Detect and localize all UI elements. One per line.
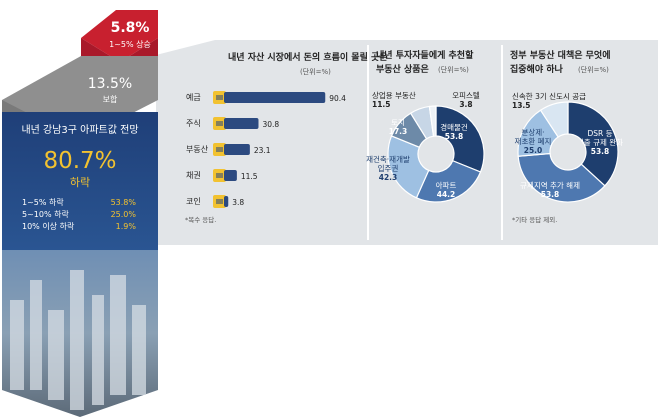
pie-slice-label: 규제지역 추가 해제 xyxy=(520,180,580,190)
breakdown-value: 53.8% xyxy=(111,198,137,207)
pie-value-label: 13.5 xyxy=(512,101,531,110)
pie-slice xyxy=(517,152,606,203)
bar-category-label: 주식 xyxy=(186,119,201,128)
breakdown-label: 5~10% 하락 xyxy=(22,209,69,219)
pie-slice-label: 경매물건 xyxy=(440,122,468,132)
pie-slice-label: 재초환 폐지 xyxy=(515,136,552,146)
bar-category-label: 코인 xyxy=(186,196,201,206)
document-icon xyxy=(213,169,226,182)
stock-chart-icon xyxy=(213,117,226,130)
bars-layer: 예금 90.4 주식 30.8 부동산 23.1 채권 11.5 코인 3.8 xyxy=(186,91,346,208)
bar-category-label: 예금 xyxy=(186,92,201,102)
icon-glyph xyxy=(216,95,223,100)
pie-slice xyxy=(428,105,437,137)
big-value: 80.7% xyxy=(43,148,116,174)
city-buildings xyxy=(10,270,146,410)
mid-label: 보합 xyxy=(103,95,118,104)
pie-value-label: 42.3 xyxy=(379,173,398,182)
bar xyxy=(224,196,229,207)
donut-hole xyxy=(419,137,453,171)
bar-value-label: 3.8 xyxy=(232,198,244,207)
pie2-title-line2: 집중해야 하나 xyxy=(510,63,564,75)
icon-glyph xyxy=(216,199,223,204)
left-title: 내년 강남3구 아파트값 전망 xyxy=(21,124,138,136)
pie2-unit: (단위=%) xyxy=(578,65,609,74)
mid-value: 13.5% xyxy=(88,76,132,92)
big-label: 하락 xyxy=(70,175,90,189)
pie-value-label: 3.8 xyxy=(459,100,472,109)
pie-value-label: 11.5 xyxy=(372,100,391,109)
pie-slice-label: 토지 xyxy=(391,118,405,127)
pie-slice-label: 상업용 부동산 xyxy=(372,90,416,100)
icon-glyph xyxy=(216,147,223,152)
bar xyxy=(224,170,237,181)
pie-slice-label: 분상제· xyxy=(521,127,544,137)
icon-glyph xyxy=(216,173,223,178)
bar-chart-note: *복수 응답. xyxy=(185,216,216,224)
pie-value-label: 53.8 xyxy=(591,147,610,156)
pie-slice xyxy=(435,105,485,173)
bar-category-label: 부동산 xyxy=(186,144,209,154)
pie-slice xyxy=(415,159,482,203)
bar-value-label: 30.8 xyxy=(262,120,279,129)
building-icon xyxy=(213,143,226,156)
donut-hole xyxy=(551,135,585,169)
bar-chart: 내년 자산 시장에서 돈의 흐름이 몰릴 곳은 (단위=%) 예금 90.4 주식 3… xyxy=(185,51,388,224)
bar-chart-title: 내년 자산 시장에서 돈의 흐름이 몰릴 곳은 xyxy=(228,51,388,63)
pie-value-label: 17.3 xyxy=(389,127,408,136)
top-label: 1~5% 상승 xyxy=(109,39,151,49)
pie-value-label: 53.8 xyxy=(541,190,560,199)
breakdown-label: 1~5% 하락 xyxy=(22,197,64,207)
pie-slice-label: 오피스텔 xyxy=(452,91,480,100)
money-bill-icon xyxy=(213,91,226,104)
bitcoin-icon xyxy=(213,195,226,208)
prism-navy xyxy=(2,112,158,250)
pie1-title-line1: 내년 투자자들에게 추천할 xyxy=(376,49,474,61)
pie-value-label: 44.2 xyxy=(437,190,456,199)
pie-slice-label: 신속한 3기 신도시 공급 xyxy=(512,92,586,101)
breakdown-list: 1~5% 하락 53.8% 5~10% 하락 25.0% 10% 이상 하락 1… xyxy=(22,197,136,231)
pie-slice-label: 대출 규제 완화 xyxy=(577,137,623,147)
bar-value-label: 90.4 xyxy=(329,94,346,103)
breakdown-label: 10% 이상 하락 xyxy=(22,221,75,231)
pie-slice-label: 아파트 xyxy=(436,180,457,190)
top-value: 5.8% xyxy=(111,20,150,36)
pie-slice-label: 재건축·재개발 xyxy=(366,154,410,164)
pie-slice xyxy=(539,101,569,138)
prism-top-red xyxy=(81,10,158,62)
left-prism xyxy=(2,10,158,417)
pie2-title-line1: 정부 부동산 대책은 무엇에 xyxy=(510,49,610,61)
bar xyxy=(224,118,259,129)
bar xyxy=(224,144,250,155)
icon-glyph xyxy=(216,121,223,126)
pie2-note: *기타 응답 제외. xyxy=(512,215,557,224)
pie-slice-label: DSR 등 xyxy=(587,129,612,138)
bar xyxy=(224,92,326,103)
pie-slice-label: 입주권 xyxy=(378,164,399,173)
pie1-unit: (단위=%) xyxy=(438,65,469,74)
pie-slice xyxy=(387,135,430,199)
bar-value-label: 23.1 xyxy=(254,146,271,155)
pie-slice xyxy=(567,101,619,187)
pie-chart-policy: 정부 부동산 대책은 무엇에 집중해야 하나 (단위=%) DSR 등대출 규제… xyxy=(510,49,623,224)
bar-chart-unit: (단위=%) xyxy=(300,67,331,76)
breakdown-value: 25.0% xyxy=(111,210,137,219)
pie-value-label: 25.0 xyxy=(524,146,543,155)
bar-category-label: 채권 xyxy=(186,170,201,180)
pie-value-label: 53.8 xyxy=(445,132,464,141)
bar-value-label: 11.5 xyxy=(241,172,258,181)
pie1-title-line2: 부동산 상품은 xyxy=(376,63,429,75)
breakdown-value: 1.9% xyxy=(116,222,137,231)
